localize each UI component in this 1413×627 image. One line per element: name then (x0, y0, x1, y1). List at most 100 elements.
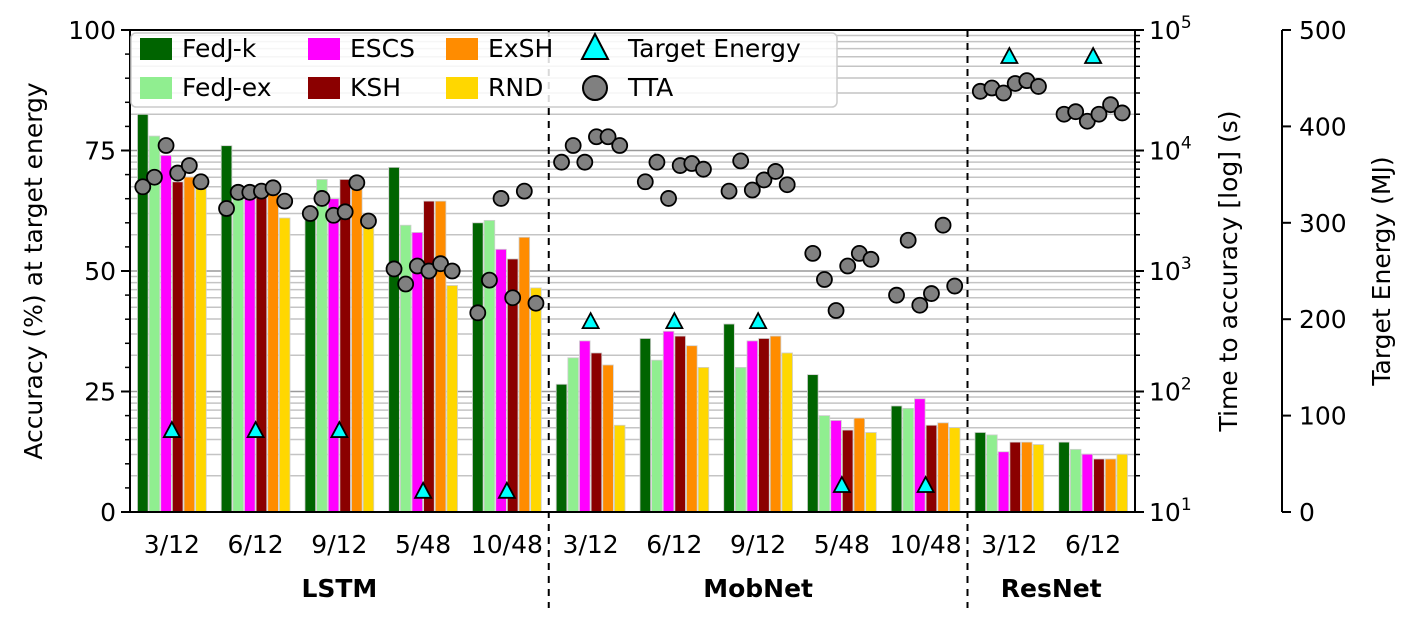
group-label: MobNet (703, 574, 813, 603)
tta-marker (1067, 103, 1085, 121)
x-tick-label: 6/12 (1065, 530, 1121, 559)
bar-fedj-ex (651, 359, 663, 513)
legend-box (130, 32, 838, 108)
bar-escs (914, 398, 926, 513)
x-tick-label: 6/12 (228, 530, 284, 559)
markers (134, 46, 1131, 499)
tta-marker (432, 255, 449, 273)
legend-label-tta: TTA (627, 73, 673, 102)
bar-rnd (697, 366, 710, 513)
bar-exsh (602, 364, 614, 513)
tta-marker (492, 190, 510, 207)
tta-marker (553, 153, 570, 171)
bar-fedj-k (807, 374, 819, 513)
bar-escs (160, 154, 172, 513)
group-label: ResNet (1001, 574, 1102, 603)
tta-marker (611, 137, 629, 154)
bars (137, 113, 1128, 513)
tta-marker (767, 163, 784, 180)
bar-ksh (423, 200, 435, 513)
legend-label-exsh: ExSH (488, 34, 553, 63)
time-tick-label: 105 (1149, 13, 1192, 45)
x-tick-label: 3/12 (981, 530, 1037, 559)
tta-marker (576, 153, 594, 171)
tta-marker (1102, 96, 1119, 114)
bar-fedj-ex (232, 188, 244, 513)
legend-target-energy-triangle-icon (580, 31, 610, 60)
bar-escs (327, 198, 340, 513)
tta-marker (336, 203, 354, 221)
bar-exsh (1104, 458, 1117, 513)
legend-label-rnd: RND (488, 73, 543, 102)
tta-marker (301, 205, 319, 222)
bar-ksh (1009, 441, 1021, 513)
tta-marker (720, 182, 738, 200)
x-tick-label: 10/48 (890, 530, 962, 559)
tta-marker (911, 296, 929, 314)
y-axis-title-accuracy: Accuracy (%) at target energy (19, 82, 48, 460)
bar-ksh (925, 424, 938, 513)
tta-marker (899, 231, 917, 249)
tta-marker (1113, 104, 1131, 122)
tta-marker (504, 289, 522, 307)
legend-swatch-ksh (308, 77, 340, 99)
bar-rnd (613, 424, 626, 513)
tta-marker (218, 200, 235, 217)
tta-marker (755, 171, 773, 189)
target-energy-marker (748, 311, 768, 330)
tta-marker (169, 164, 187, 182)
bar-fedj-k (723, 323, 735, 513)
legend-swatch-fedj-k (140, 38, 172, 60)
tta-marker (839, 257, 857, 275)
tta-marker (146, 168, 163, 186)
legend-label-escs: ESCS (350, 34, 415, 63)
bar-rnd (1116, 453, 1128, 513)
x-tick-label: 9/12 (311, 530, 367, 559)
bar-exsh (853, 417, 866, 513)
tta-marker (923, 285, 940, 302)
tta-marker (385, 260, 403, 278)
tta-marker (778, 176, 796, 194)
bar-exsh (937, 422, 949, 513)
bar-escs (579, 340, 591, 513)
legend-swatch-escs (308, 38, 340, 60)
x-tick-label: 6/12 (646, 530, 702, 559)
bar-escs (997, 451, 1010, 513)
legend-swatch-fedj-ex (140, 77, 172, 99)
tta-marker (1090, 105, 1108, 123)
y-tick-label: 25 (84, 378, 116, 407)
legend-label-target-energy: Target Energy (627, 34, 801, 63)
energy-tick-label: 500 (1299, 16, 1347, 45)
target-energy-marker (581, 311, 601, 330)
time-tick-label: 102 (1149, 375, 1192, 407)
x-tick-label: 5/48 (814, 530, 870, 559)
target-energy-marker (246, 420, 266, 438)
tta-marker (599, 128, 617, 146)
bar-rnd (362, 222, 375, 513)
bar-exsh (267, 193, 279, 513)
bar-rnd (948, 427, 961, 513)
bar-fedj-ex (734, 366, 747, 513)
tta-marker (443, 262, 461, 280)
x-tick-label: 10/48 (471, 530, 543, 559)
bar-fedj-ex (986, 434, 998, 513)
target-energy-marker (999, 46, 1019, 64)
tta-marker (420, 262, 438, 280)
tta-marker (134, 178, 152, 196)
tta-marker (862, 250, 880, 268)
tta-marker (743, 181, 761, 199)
legend: FedJ-k FedJ-ex ESCS KSH ExSH RND Target … (130, 31, 838, 108)
group-label: LSTM (301, 574, 377, 603)
bar-ksh (841, 429, 854, 513)
tta-marker (276, 192, 294, 210)
bar-rnd (865, 432, 877, 513)
bar-fedj-k (639, 338, 652, 513)
tta-marker (660, 190, 677, 207)
tta-marker (157, 137, 175, 154)
bar-exsh (183, 176, 196, 513)
legend-swatch-rnd (446, 77, 478, 99)
bar-fedj-ex (567, 357, 579, 513)
target-energy-marker (162, 420, 182, 438)
tta-marker (180, 157, 198, 174)
tta-marker (564, 137, 582, 154)
